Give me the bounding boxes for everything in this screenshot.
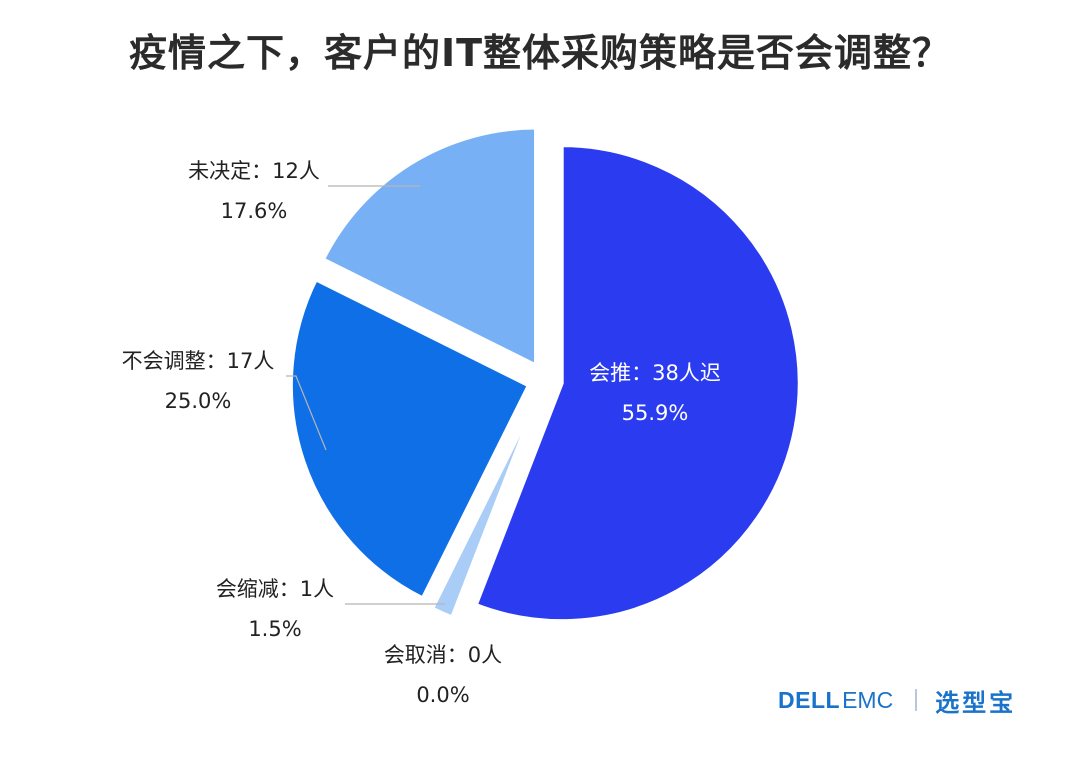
data-label-slice-1: 会推：38人迟: [589, 361, 721, 385]
pie-slice-5: [320, 125, 539, 369]
leader-line-slice-4: [286, 375, 327, 451]
percent-label-slice-2: 1.5%: [248, 617, 301, 641]
percent-label-slice-1: 55.9%: [622, 401, 689, 425]
emc-logo-text: EMC: [842, 686, 894, 713]
percent-label-slice-5: 17.6%: [221, 199, 288, 223]
xuanxingbao-logo-text: 选型宝: [935, 688, 1017, 717]
pie-slice-4: [288, 276, 532, 602]
data-label-slice-3: 会取消：0人: [384, 643, 502, 667]
dellemc-xuanxingbao-logo: DELL EMC 选型宝: [778, 683, 1016, 717]
logo-divider: [915, 689, 918, 711]
pie-slice-1: [473, 143, 802, 624]
percent-label-slice-4: 25.0%: [165, 389, 232, 413]
data-label-slice-2: 会缩减：1人: [216, 577, 334, 601]
chart-title: 疫情之下，客户的IT整体采购策略是否会调整？: [128, 31, 952, 75]
data-label-slice-5: 未决定：12人: [188, 159, 320, 183]
percent-label-slice-3: 0.0%: [416, 683, 469, 707]
dell-logo-text: DELL: [778, 686, 841, 713]
pie-slice-2: [429, 394, 540, 621]
data-label-slice-4: 不会调整：17人: [122, 349, 275, 373]
